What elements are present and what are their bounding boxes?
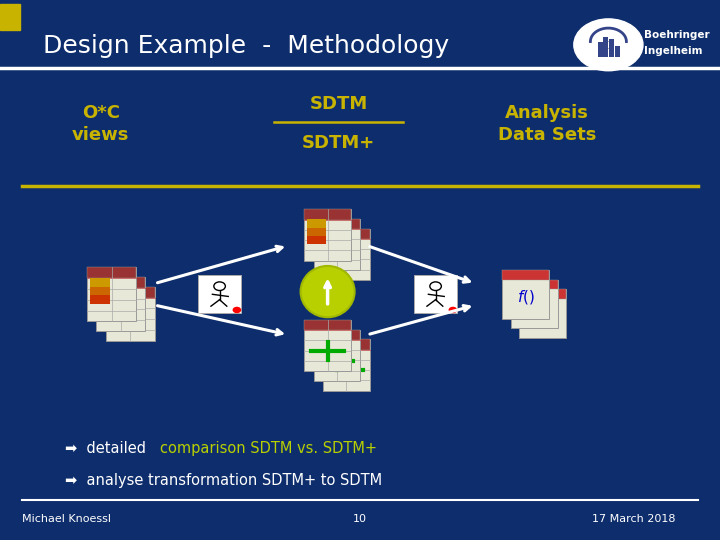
Bar [314, 219, 360, 230]
Bar [503, 270, 549, 280]
Bar [598, 42, 603, 57]
Bar [90, 287, 109, 295]
Bar [109, 315, 128, 323]
Circle shape [449, 307, 457, 313]
Text: Michael Knoessl: Michael Knoessl [22, 515, 111, 524]
Bar [323, 229, 370, 280]
Bar [511, 280, 557, 328]
Text: Boehringer: Boehringer [644, 30, 710, 40]
Bar [314, 329, 360, 340]
Bar [304, 210, 351, 220]
Bar [317, 229, 336, 238]
Bar [314, 329, 360, 381]
Bar [90, 295, 109, 304]
Bar [307, 227, 325, 236]
Bar [109, 306, 128, 315]
Text: comparison SDTM vs. SDTM+: comparison SDTM vs. SDTM+ [160, 441, 377, 456]
Text: Ingelheim: Ingelheim [644, 46, 703, 56]
Bar [307, 236, 325, 245]
Bar [314, 219, 360, 271]
Bar [99, 305, 119, 314]
Text: SDTM: SDTM [310, 94, 367, 113]
Bar [87, 267, 136, 278]
Bar [323, 339, 370, 391]
Bar [323, 229, 370, 239]
Bar [106, 287, 155, 298]
Bar [304, 209, 351, 261]
Bar [90, 278, 109, 287]
Circle shape [574, 19, 643, 71]
Bar [307, 219, 325, 228]
Bar [317, 237, 336, 246]
Text: 17 March 2018: 17 March 2018 [592, 515, 675, 524]
Bar [304, 320, 351, 372]
Bar [304, 320, 351, 330]
Text: Design Example  -  Methodology: Design Example - Methodology [43, 34, 449, 58]
Bar [325, 247, 345, 255]
Bar [198, 275, 241, 313]
Bar [503, 270, 549, 319]
Ellipse shape [301, 266, 355, 317]
Bar [325, 255, 345, 264]
Bar [520, 289, 566, 299]
Bar [511, 280, 557, 289]
Bar [603, 37, 608, 57]
Text: ➡  detailed: ➡ detailed [65, 441, 150, 456]
Text: O*C
views: O*C views [72, 104, 130, 144]
Bar [615, 46, 620, 57]
Circle shape [233, 307, 241, 313]
Text: 10: 10 [353, 515, 367, 524]
Bar [323, 339, 370, 350]
Bar [87, 267, 136, 321]
Text: $\it{f()}$: $\it{f()}$ [517, 288, 534, 306]
Text: Analysis
Data Sets: Analysis Data Sets [498, 104, 596, 144]
Text: ➡  analyse transformation SDTM+ to SDTM: ➡ analyse transformation SDTM+ to SDTM [65, 473, 382, 488]
Text: ⬛: ⬛ [606, 40, 611, 49]
Bar [109, 298, 128, 306]
Bar [414, 275, 457, 313]
Text: $\it{f()}$: $\it{f()}$ [534, 307, 552, 326]
Bar [317, 246, 336, 254]
Bar [520, 289, 566, 338]
Bar [609, 39, 614, 57]
Bar [96, 277, 145, 331]
Text: SDTM+: SDTM+ [302, 134, 375, 152]
Bar [96, 277, 145, 288]
Bar [99, 288, 119, 296]
Bar [99, 296, 119, 305]
Bar [106, 287, 155, 341]
Bar [325, 239, 345, 247]
Bar [0, 4, 20, 30]
Text: $\it{f()}$: $\it{f()}$ [526, 298, 543, 316]
